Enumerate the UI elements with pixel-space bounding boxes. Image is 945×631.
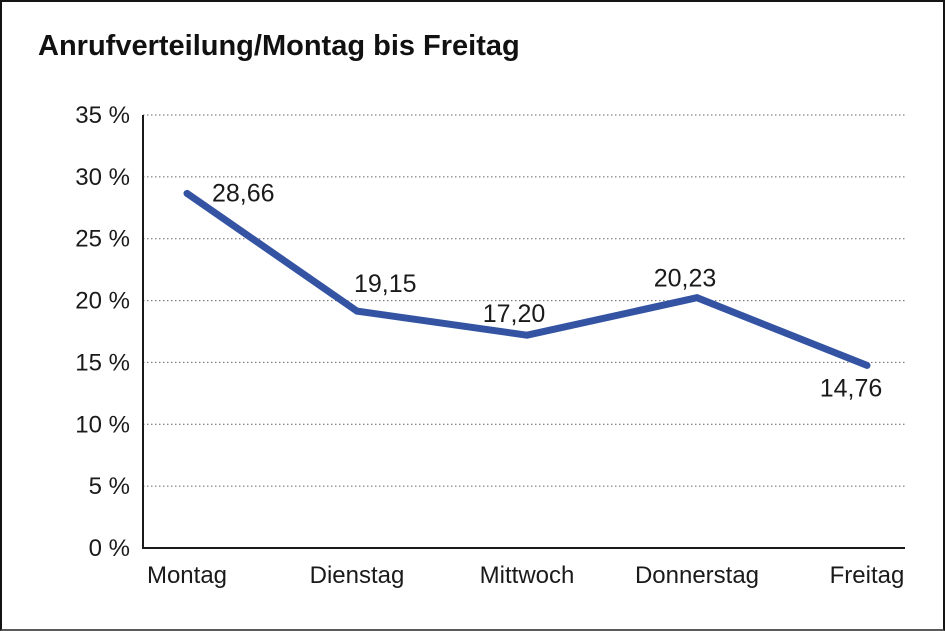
data-point-label: 20,23	[654, 265, 717, 293]
y-tick-label: 25 %	[75, 226, 130, 253]
y-tick-label: 20 %	[75, 288, 130, 315]
data-point-label: 19,15	[354, 270, 417, 298]
y-tick-label: 5 %	[89, 473, 130, 500]
y-tick-label: 30 %	[75, 164, 130, 191]
x-category-label: Montag	[147, 562, 227, 589]
data-point-label: 14,76	[820, 374, 883, 402]
y-tick-label: 15 %	[75, 349, 130, 376]
x-category-label: Donnerstag	[635, 562, 759, 589]
data-point-label: 28,66	[212, 179, 275, 207]
x-category-label: Dienstag	[310, 562, 405, 589]
data-point-label: 17,20	[483, 300, 546, 328]
y-tick-label: 0 %	[89, 535, 130, 562]
y-tick-label: 10 %	[75, 411, 130, 438]
chart-title: Anrufverteilung/Montag bis Freitag	[38, 30, 520, 62]
y-tick-label: 35 %	[75, 102, 130, 129]
x-category-label: Freitag	[830, 562, 905, 589]
x-category-label: Mittwoch	[480, 562, 575, 589]
data-series-line	[183, 189, 871, 369]
